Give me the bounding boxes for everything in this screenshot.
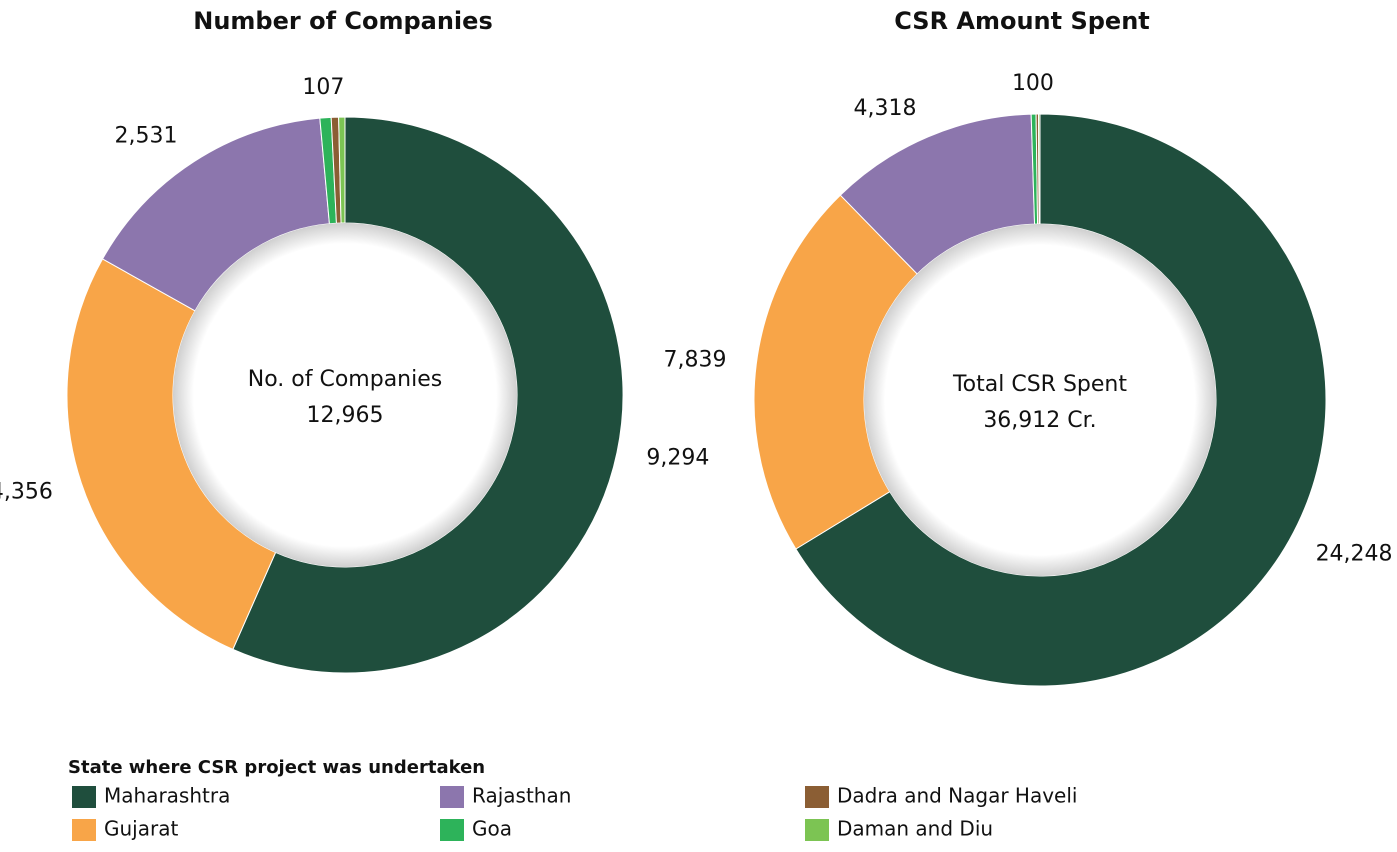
chart-title: Number of Companies [193,7,492,35]
chart-title: CSR Amount Spent [894,7,1150,35]
center-label: 12,965 [307,403,384,428]
legend-label: Goa [472,817,512,841]
legend-label: Gujarat [104,817,178,841]
center-label: 36,912 Cr. [983,408,1096,433]
legend-swatch [440,786,464,808]
legend-label: Daman and Diu [837,817,993,841]
legend-swatch [440,819,464,841]
legend-label: Rajasthan [472,784,571,808]
donut-slice [1038,113,1041,225]
legend-label: Dadra and Nagar Haveli [837,784,1077,808]
legend-title: State where CSR project was undertaken [68,757,485,778]
center-label: No. of Companies [248,367,442,392]
legend-swatch [72,786,96,808]
data-label: 24,248 [1316,542,1393,567]
data-label: 107 [302,75,344,100]
data-label: 2,531 [115,124,178,149]
legend-swatch [72,819,96,841]
legend-swatch [805,819,829,841]
data-label: 4,318 [853,96,916,121]
donut-hole [864,224,1216,576]
data-label: 9,294 [646,445,709,470]
data-label: 100 [1012,71,1054,96]
center-label: Total CSR Spent [952,372,1127,397]
legend-swatch [805,786,829,808]
donut-hole [173,223,517,567]
data-label: 7,839 [663,348,726,373]
data-label: 4,356 [0,479,53,504]
legend-label: Maharashtra [104,784,230,808]
